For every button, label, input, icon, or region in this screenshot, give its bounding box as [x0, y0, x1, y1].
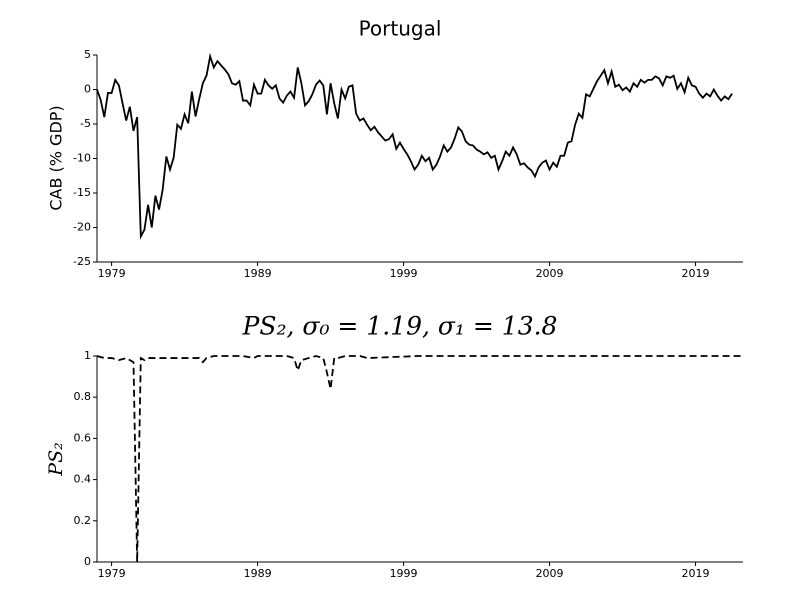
data-line — [96, 355, 743, 563]
data-line — [96, 52, 733, 240]
x-tick-label: 2009 — [536, 267, 564, 280]
y-tick-label: 0 — [84, 555, 91, 568]
x-tick-label: 2019 — [682, 267, 710, 280]
x-tick-label: 1989 — [244, 567, 272, 580]
chart-title: Portugal — [359, 17, 442, 41]
y-tick-label: -25 — [73, 255, 91, 268]
x-tick-label: 2009 — [536, 567, 564, 580]
y-tick-label: 0.2 — [74, 514, 92, 527]
y-tick-label: -5 — [80, 117, 91, 130]
y-tick-label: -10 — [73, 152, 91, 165]
x-tick-label: 2019 — [682, 567, 710, 580]
chart-title: PS₂, σ₀ = 1.19, σ₁ = 13.8 — [242, 312, 558, 341]
x-tick-label: 1999 — [390, 567, 418, 580]
y-tick-label: 1 — [84, 349, 91, 362]
y-tick-label: 0 — [84, 83, 91, 96]
x-tick-label: 1979 — [98, 567, 126, 580]
x-tick-label: 1999 — [390, 267, 418, 280]
y-tick-label: -20 — [73, 221, 91, 234]
x-tick-label: 1979 — [98, 267, 126, 280]
y-axis-label: PS₂ — [45, 442, 67, 476]
x-tick-label: 1989 — [244, 267, 272, 280]
y-tick-label: 5 — [84, 48, 91, 61]
y-tick-label: 0.6 — [74, 431, 92, 444]
y-tick-label: -15 — [73, 186, 91, 199]
y-axis-label: CAB (% GDP) — [47, 105, 66, 210]
y-tick-label: 0.8 — [74, 390, 92, 403]
y-tick-label: 0.4 — [74, 473, 92, 486]
